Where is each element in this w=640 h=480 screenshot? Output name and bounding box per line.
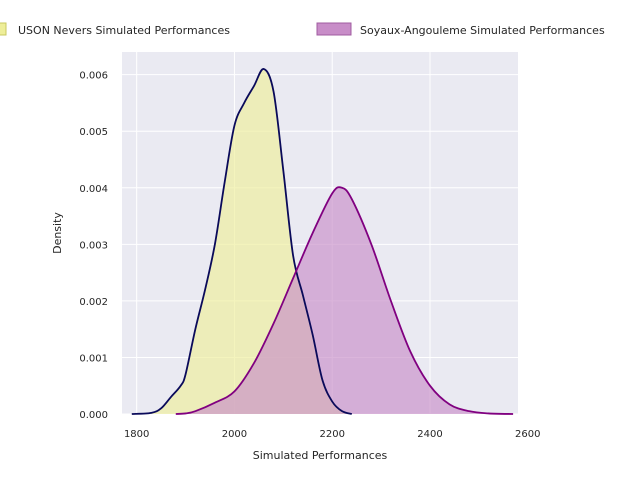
legend-label-uson: USON Nevers Simulated Performances [18, 24, 230, 37]
density-line-soyaux [175, 186, 514, 415]
x-tick-label: 2400 [417, 429, 442, 440]
x-axis-label: Simulated Performances [253, 449, 388, 462]
y-tick-label: 0.003 [79, 240, 108, 251]
y-tick-label: 0.001 [79, 353, 108, 364]
y-axis-label: Density [51, 212, 64, 254]
legend-swatch-uson [0, 22, 7, 36]
legend-item-soyaux[interactable]: Soyaux-Angouleme Simulated Performances [316, 22, 605, 37]
x-tick-label: 2200 [319, 429, 344, 440]
y-tick-label: 0.002 [79, 297, 108, 308]
legend-label-soyaux: Soyaux-Angouleme Simulated Performances [360, 24, 605, 37]
legend-item-uson[interactable]: USON Nevers Simulated Performances [0, 22, 230, 37]
density-line-uson [131, 68, 353, 415]
x-tick-label: 2600 [515, 429, 540, 440]
y-tick-label: 0.006 [79, 71, 108, 82]
legend: USON Nevers Simulated Performances Soyau… [0, 22, 605, 37]
legend-swatch-soyaux [316, 22, 352, 36]
series-layer [131, 68, 514, 415]
y-tick-label: 0.005 [79, 127, 108, 138]
y-tick-label: 0.004 [79, 184, 108, 195]
x-tick-label: 2000 [222, 429, 247, 440]
x-tick-label: 1800 [124, 429, 149, 440]
density-area-soyaux [175, 187, 514, 414]
y-tick-label: 0.000 [79, 410, 108, 421]
ticks: 1800 2000 2200 2400 2600 0.000 0.001 0.002 0.003… [79, 71, 540, 440]
